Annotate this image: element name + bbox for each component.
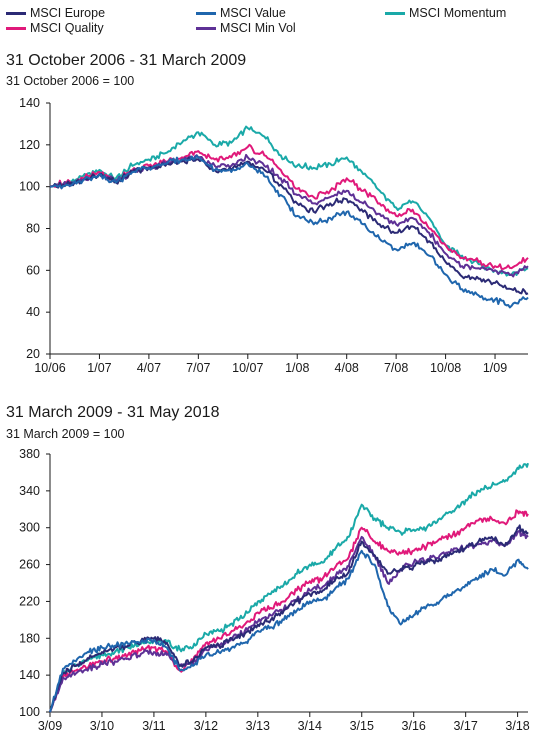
legend-swatch	[196, 26, 216, 30]
y-tick-label: 260	[19, 558, 40, 572]
legend-swatch	[196, 11, 216, 15]
y-tick-label: 340	[19, 484, 40, 498]
series-line-msci-quality	[49, 509, 529, 713]
series-line-msci-momentum	[49, 462, 529, 713]
legend-item-momentum: MSCI Momentum	[385, 6, 506, 20]
series-line-msci-europe	[49, 524, 529, 713]
y-tick-label: 220	[19, 594, 40, 608]
x-tick-label: 3/11	[142, 719, 165, 733]
legend-swatch	[6, 26, 26, 30]
y-tick-label: 300	[19, 521, 40, 535]
x-tick-label: 3/10	[90, 719, 114, 733]
y-tick-label: 60	[26, 263, 40, 277]
x-tick-label: 10/08	[430, 361, 461, 375]
y-tick-label: 140	[19, 668, 40, 682]
x-tick-label: 3/09	[38, 719, 62, 733]
y-tick-label: 80	[26, 222, 40, 236]
chart1-subtitle: 31 October 2006 = 100	[6, 74, 135, 88]
series-line-msci-min-vol	[49, 153, 529, 278]
series-line-msci-value	[49, 549, 529, 713]
x-tick-label: 10/07	[232, 361, 263, 375]
y-tick-label: 100	[19, 705, 40, 719]
x-tick-label: 4/08	[335, 361, 359, 375]
series-line-msci-min-vol	[49, 529, 529, 713]
x-tick-label: 1/08	[285, 361, 309, 375]
y-tick-label: 140	[19, 96, 40, 110]
x-tick-label: 1/07	[87, 361, 111, 375]
legend-item-value: MSCI Value	[196, 6, 286, 20]
x-tick-label: 1/09	[483, 361, 507, 375]
chart2-plot: 100 140 180 220 260 300 340 380 3/09 3/10 3/11 3/12…	[19, 447, 530, 733]
legend: MSCI Europe MSCI Quality MSCI Value MSCI…	[0, 0, 540, 40]
chart1-plot: 20 40 60 80 100 120 140 10/06 1/07 4/07 7/07 10/07 1…	[19, 96, 529, 375]
x-tick-label: 3/14	[298, 719, 322, 733]
legend-label: MSCI Europe	[30, 6, 106, 20]
x-tick-label: 3/16	[402, 719, 426, 733]
x-tick-label: 3/17	[453, 719, 477, 733]
x-tick-label: 7/08	[384, 361, 408, 375]
x-tick-label: 3/18	[505, 719, 529, 733]
chart2-subtitle: 31 March 2009 = 100	[6, 427, 125, 441]
x-tick-label: 10/06	[34, 361, 65, 375]
y-tick-label: 120	[19, 138, 40, 152]
legend-label: MSCI Min Vol	[220, 21, 296, 35]
legend-label: MSCI Value	[220, 6, 286, 20]
legend-label: MSCI Quality	[30, 21, 104, 35]
y-tick-label: 180	[19, 631, 40, 645]
x-tick-label: 3/13	[246, 719, 270, 733]
legend-swatch	[385, 11, 405, 15]
x-tick-label: 3/12	[194, 719, 218, 733]
legend-swatch	[6, 11, 26, 15]
legend-item-quality: MSCI Quality	[6, 21, 104, 35]
x-tick-label: 4/07	[137, 361, 161, 375]
x-tick-label: 7/07	[186, 361, 210, 375]
legend-label: MSCI Momentum	[409, 6, 507, 20]
y-tick-label: 100	[19, 180, 40, 194]
series-line-msci-momentum	[49, 125, 529, 277]
legend-item-europe: MSCI Europe	[6, 6, 105, 20]
legend-item-minvol: MSCI Min Vol	[196, 21, 296, 35]
y-tick-label: 40	[26, 305, 40, 319]
chart1-title: 31 October 2006 - 31 March 2009	[6, 52, 247, 69]
y-tick-label: 20	[26, 347, 40, 361]
x-tick-label: 3/15	[350, 719, 374, 733]
chart2-title: 31 March 2009 - 31 May 2018	[6, 404, 220, 421]
y-tick-label: 380	[19, 447, 40, 461]
series-line-msci-value	[49, 154, 529, 309]
